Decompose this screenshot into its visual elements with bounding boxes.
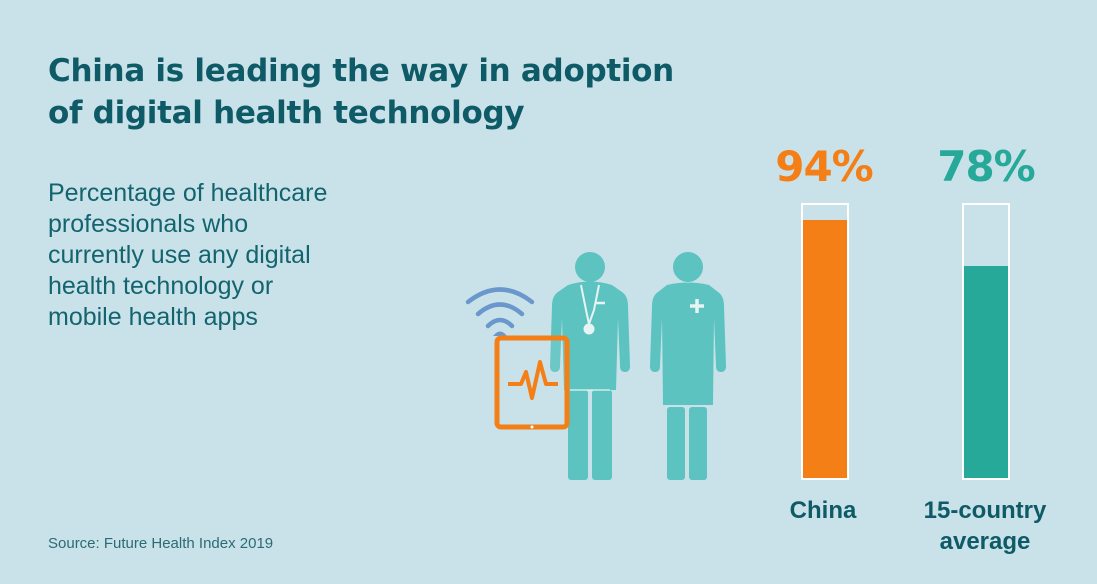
doctor-figure-icon	[550, 252, 630, 480]
subtitle-line: Percentage of healthcare	[48, 179, 328, 207]
nurse-figure-icon	[650, 252, 726, 480]
title-line-2: of digital health technology	[48, 95, 525, 131]
china-category-label: China	[738, 495, 908, 526]
medical-cross-icon	[690, 299, 704, 313]
average-category-label: 15-country average	[900, 495, 1070, 557]
category-label-line: China	[789, 497, 857, 524]
source-note: Source: Future Health Index 2019	[48, 535, 274, 552]
subtitle-line: currently use any digital	[48, 241, 311, 269]
china-value-label: 94%	[775, 142, 874, 191]
subtitle-line: health technology or	[48, 272, 274, 300]
subtitle-line: professionals who	[48, 210, 249, 238]
title-line-1: China is leading the way in adoption	[48, 53, 674, 89]
average-bar	[964, 266, 1008, 478]
china-bar	[803, 220, 847, 478]
average-bar-frame	[962, 203, 1010, 480]
category-label-line: average	[939, 528, 1031, 555]
illustration	[465, 252, 726, 480]
subtitle-line: mobile health apps	[48, 303, 258, 331]
average-value-label: 78%	[937, 142, 1036, 191]
china-bar-frame	[801, 203, 849, 480]
wifi-dot-icon	[493, 331, 507, 336]
wifi-icon	[465, 287, 535, 329]
tablet-heartbeat-icon	[494, 335, 570, 430]
page-title: China is leading the way in adoption of …	[48, 50, 748, 134]
category-label-line: 15-country	[923, 497, 1047, 524]
stethoscope-icon	[570, 284, 610, 391]
chart-subtitle: Percentage of healthcare professionals w…	[48, 178, 448, 333]
